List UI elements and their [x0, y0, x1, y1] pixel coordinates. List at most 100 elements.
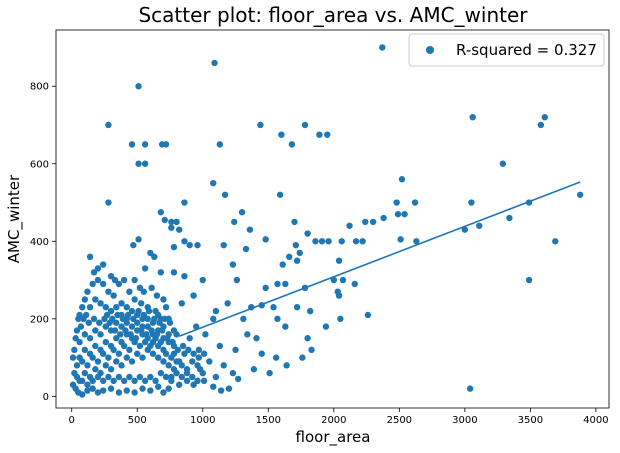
- scatter-point: [335, 292, 343, 299]
- scatter-point: [92, 327, 99, 334]
- x-tick-label: 2500: [387, 415, 412, 426]
- scatter-point: [413, 238, 420, 245]
- scatter-point: [224, 300, 231, 307]
- scatter-point: [240, 315, 247, 323]
- scatter-point: [322, 323, 330, 330]
- scatter-point: [151, 253, 158, 260]
- scatter-point: [183, 366, 191, 373]
- scatter-point: [293, 304, 301, 311]
- scatter-point: [337, 315, 344, 323]
- scatter-point: [107, 307, 115, 315]
- scatter-point: [144, 323, 151, 330]
- scatter-point: [113, 335, 120, 342]
- scatter-point: [81, 331, 89, 338]
- scatter-point: [212, 307, 220, 315]
- scatter-point: [291, 218, 298, 226]
- scatter-point: [238, 209, 246, 216]
- scatter-point: [346, 222, 353, 229]
- scatter-point: [158, 327, 166, 334]
- scatter-point: [79, 377, 86, 385]
- scatter-point: [89, 354, 96, 361]
- scatter-point: [73, 373, 81, 381]
- scatter-point: [120, 377, 128, 385]
- scatter-point: [173, 369, 180, 377]
- scatter-point: [99, 261, 107, 268]
- scatter-point: [242, 245, 250, 253]
- y-tick-label: 0: [43, 392, 49, 403]
- scatter-point: [123, 304, 130, 311]
- scatter-point: [151, 315, 158, 323]
- scatter-point: [206, 358, 213, 365]
- scatter-point: [99, 350, 107, 357]
- scatter-point: [476, 222, 483, 229]
- scatter-point: [130, 241, 137, 249]
- scatter-point: [301, 121, 309, 129]
- scatter-point: [210, 383, 217, 390]
- scatter-point: [141, 160, 149, 167]
- scatter-point: [127, 331, 134, 338]
- scatter-point: [279, 261, 286, 268]
- scatter-point: [131, 276, 138, 284]
- scatter-point: [128, 323, 136, 330]
- scatter-point: [132, 335, 140, 342]
- scatter-point: [90, 269, 98, 276]
- scatter-point: [194, 362, 201, 369]
- scatter-point: [111, 327, 119, 334]
- scatter-point: [292, 241, 300, 249]
- scatter-point: [72, 335, 79, 342]
- scatter-point: [79, 358, 86, 365]
- scatter-point: [190, 381, 197, 388]
- scatter-point: [262, 284, 269, 292]
- scatter-point: [94, 389, 102, 396]
- scatter-point: [135, 307, 142, 315]
- scatter-point: [134, 319, 141, 326]
- scatter-point: [105, 121, 112, 129]
- y-axis-label: AMC_winter: [5, 174, 24, 263]
- scatter-point: [339, 276, 347, 284]
- scatter-point: [94, 276, 102, 284]
- scatter-point: [181, 350, 188, 357]
- scatter-point: [397, 236, 404, 243]
- scatter-point: [155, 311, 162, 319]
- scatter-point: [141, 141, 149, 148]
- scatter-point: [128, 358, 136, 365]
- scatter-point: [119, 315, 127, 323]
- scatter-point: [210, 315, 217, 323]
- scatter-point: [181, 199, 188, 206]
- scatter-point: [110, 346, 117, 354]
- scatter-point: [216, 342, 224, 350]
- scatter-point: [307, 307, 314, 315]
- scatter-point: [308, 346, 315, 354]
- scatter-point: [330, 276, 338, 284]
- legend-marker: [426, 46, 434, 54]
- scatter-point: [179, 342, 187, 350]
- scatter-point: [216, 141, 224, 148]
- scatter-point: [506, 214, 513, 222]
- scatter-point: [411, 199, 419, 206]
- scatter-point: [101, 315, 108, 323]
- scatter-point: [189, 373, 196, 381]
- scatter-point: [86, 335, 94, 342]
- scatter-point: [147, 373, 154, 381]
- scatter-point: [89, 280, 96, 288]
- scatter-point: [140, 288, 147, 295]
- scatter-point: [469, 114, 476, 121]
- scatter-point: [124, 311, 132, 319]
- scatter-point: [169, 338, 176, 346]
- scatter-point: [164, 335, 171, 342]
- scatter-point: [217, 387, 225, 394]
- scatter-point: [99, 387, 107, 394]
- scatter-point: [157, 369, 165, 377]
- scatter-point: [185, 346, 192, 354]
- scatter-point: [160, 296, 167, 303]
- scatter-point: [351, 280, 358, 288]
- scatter-point: [170, 269, 178, 276]
- scatter-point: [148, 327, 155, 334]
- x-tick-label: 0: [69, 415, 75, 426]
- scatter-point: [107, 272, 115, 280]
- scatter-point: [199, 369, 206, 377]
- scatter-point: [266, 369, 273, 377]
- scatter-point: [211, 59, 218, 67]
- scatter-point: [89, 385, 96, 392]
- scatter-point: [200, 350, 208, 357]
